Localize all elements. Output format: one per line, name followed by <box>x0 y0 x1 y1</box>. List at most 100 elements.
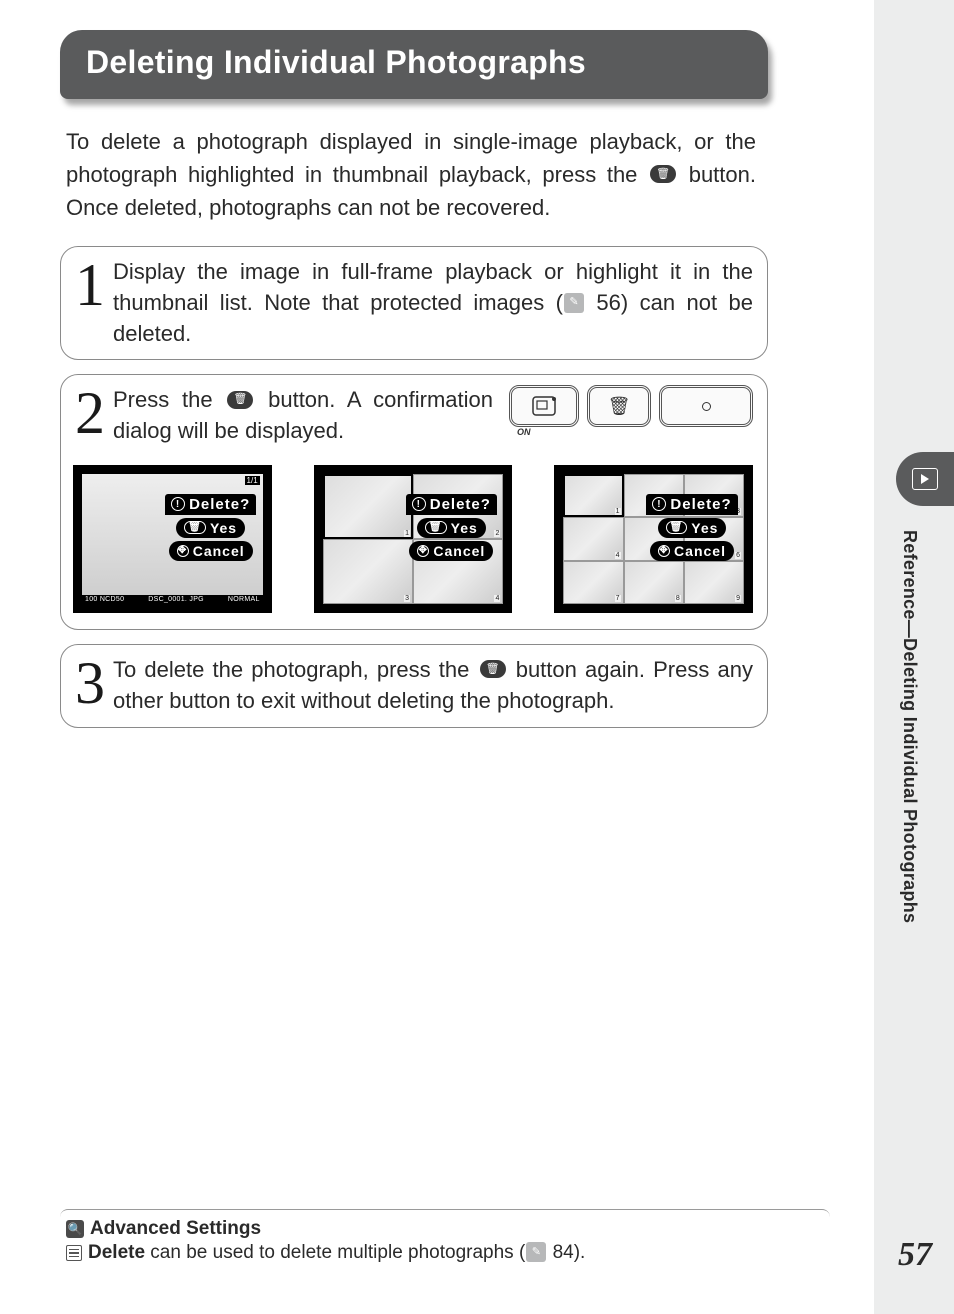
thumb-num: 4 <box>494 595 500 602</box>
dialog-cancel: ✥ Cancel <box>409 541 493 561</box>
thumb-num: 4 <box>615 552 621 559</box>
footer-folder: 100 NCD50 <box>85 596 124 603</box>
footer-ref: 84 <box>553 1242 574 1263</box>
footer-mode: NORMAL <box>228 596 260 603</box>
dialog-title: ! Delete? <box>406 494 497 515</box>
intro-paragraph: To delete a photograph displayed in sing… <box>60 125 768 224</box>
trash-small-icon: 🗑 <box>425 521 447 534</box>
delete-dialog: ! Delete? 🗑 Yes ✥ Cancel <box>163 494 259 561</box>
step-2-text: Press the button. A confirmation dialog … <box>113 385 493 447</box>
thumb-num: 8 <box>675 595 681 602</box>
dialog-yes: 🗑Yes <box>658 518 727 538</box>
footer-file: DSC_0001. JPG <box>148 596 204 603</box>
screen-grid9: 1 2 3 4 5 6 7 8 9 !Delete? 🗑Yes ✥Cancel <box>554 465 753 613</box>
step-3-text: To delete the photograph, press the butt… <box>113 655 753 717</box>
confirmation-screenshots: 1/1 !Delete? 🗑Yes ✥Cancel 100 NCD50 DSC_… <box>73 465 753 613</box>
dialog-yes-text: Yes <box>210 520 237 536</box>
playback-glyph-icon <box>530 394 558 418</box>
menu-button <box>659 385 753 427</box>
warning-icon: ! <box>171 497 185 511</box>
dialog-title-text: Delete? <box>670 496 731 513</box>
play-icon <box>912 468 938 490</box>
dialog-cancel-text: Cancel <box>433 543 485 559</box>
trash-small-icon: 🗑 <box>666 521 688 534</box>
dialog-yes: 🗑 Yes <box>417 518 486 538</box>
step-2-row: 2 Press the button. A confirmation dialo… <box>73 385 753 447</box>
footer-text-row: Delete can be used to delete multiple ph… <box>66 1242 824 1264</box>
playback-button <box>509 385 579 427</box>
footer-suffix: ). <box>574 1242 586 1263</box>
page-ref-icon: ✎ <box>526 1242 546 1262</box>
step-1-box: 1 Display the image in full-frame playba… <box>60 246 768 360</box>
dpad-icon: ✥ <box>417 545 429 557</box>
menu-icon <box>66 1245 82 1261</box>
dpad-icon: ✥ <box>658 545 670 557</box>
page-ref-icon: ✎ <box>564 293 584 313</box>
step-1-row: 1 Display the image in full-frame playba… <box>73 257 753 349</box>
trash-small-icon: 🗑 <box>184 521 206 534</box>
dialog-yes-text: Yes <box>451 520 478 536</box>
advanced-settings-footer: 🔍 Advanced Settings Delete can be used t… <box>60 1209 830 1264</box>
step-3-box: 3 To delete the photograph, press the bu… <box>60 644 768 728</box>
thumb-num: 3 <box>404 595 410 602</box>
screen-grid4: 1 2 3 4 !Delete? 🗑Yes ✥Cancel <box>314 465 513 613</box>
thumb: 1 <box>563 474 623 517</box>
cam-btn-wrap-a: ON <box>509 385 579 427</box>
step-3-text-a: To delete the photograph, press the <box>113 657 478 682</box>
delete-button: 🗑 <box>587 385 651 427</box>
dialog-yes: 🗑 Yes <box>176 518 245 538</box>
step-2-number: 2 <box>73 391 107 436</box>
delete-dialog: ! Delete? 🗑Yes ✥ Cancel <box>644 494 740 561</box>
footer-text: Delete can be used to delete multiple ph… <box>88 1242 585 1264</box>
trash-icon <box>650 165 676 183</box>
dialog-cancel: ✥ Cancel <box>650 541 734 561</box>
wrench-icon: 🔍 <box>66 1220 84 1238</box>
warning-icon: ! <box>652 497 666 511</box>
thumb-num: 9 <box>735 595 741 602</box>
thumb-num: 1 <box>615 508 621 515</box>
dialog-cancel: ✥ Cancel <box>169 541 253 561</box>
step-1-number: 1 <box>73 263 107 308</box>
page-number: 57 <box>898 1236 932 1274</box>
section-vertical-label: Reference—Deleting Individual Photograph… <box>899 530 920 923</box>
step-3-row: 3 To delete the photograph, press the bu… <box>73 655 753 717</box>
dialog-title-text: Delete? <box>430 496 491 513</box>
thumb: 9 <box>684 561 744 604</box>
dialog-title: ! Delete? <box>646 494 737 515</box>
thumb: 7 <box>563 561 623 604</box>
footer-label: Delete <box>88 1242 145 1263</box>
footer-body: can be used to delete multiple photograp… <box>145 1242 525 1263</box>
step-3-number: 3 <box>73 661 107 706</box>
trash-glyph-icon: 🗑 <box>608 396 631 417</box>
step-2-box: 2 Press the button. A confirmation dialo… <box>60 374 768 630</box>
footer-heading: Advanced Settings <box>90 1218 261 1240</box>
warning-icon: ! <box>412 497 426 511</box>
camera-buttons-illustration: ON 🗑 <box>509 385 753 427</box>
thumb-num: 7 <box>615 595 621 602</box>
dialog-title: ! Delete? <box>165 494 256 515</box>
image-counter: 1/1 <box>245 476 260 485</box>
delete-dialog: ! Delete? 🗑 Yes ✥ Cancel <box>403 494 499 561</box>
screen-single: 1/1 ! Delete? 🗑 Yes ✥ Cancel 100 NCD50 DSC_… <box>73 465 272 613</box>
thumb: 1 <box>323 474 413 539</box>
playback-section-tab <box>896 452 954 506</box>
step-1-ref: 56 <box>596 290 620 315</box>
dialog-yes-text: Yes <box>691 520 718 536</box>
on-label: ON <box>517 427 531 437</box>
page-title: Deleting Individual Photographs <box>60 30 768 99</box>
dialog-title-text: Delete? <box>189 496 250 513</box>
trash-icon <box>480 660 506 678</box>
dialog-cancel-text: Cancel <box>193 543 245 559</box>
thumb: 4 <box>563 517 623 560</box>
dpad-icon: ✥ <box>177 545 189 557</box>
dialog-cancel-text: Cancel <box>674 543 726 559</box>
trash-icon <box>227 391 253 409</box>
step-2-text-a: Press the <box>113 387 225 412</box>
circle-glyph-icon <box>702 402 711 411</box>
screen-footer: 100 NCD50 DSC_0001. JPG NORMAL <box>82 595 263 604</box>
step-1-text: Display the image in full-frame playback… <box>113 257 753 349</box>
page-content: Deleting Individual Photographs To delet… <box>0 0 808 1314</box>
thumb: 3 <box>323 539 413 604</box>
thumb: 8 <box>624 561 684 604</box>
footer-heading-row: 🔍 Advanced Settings <box>66 1218 824 1240</box>
